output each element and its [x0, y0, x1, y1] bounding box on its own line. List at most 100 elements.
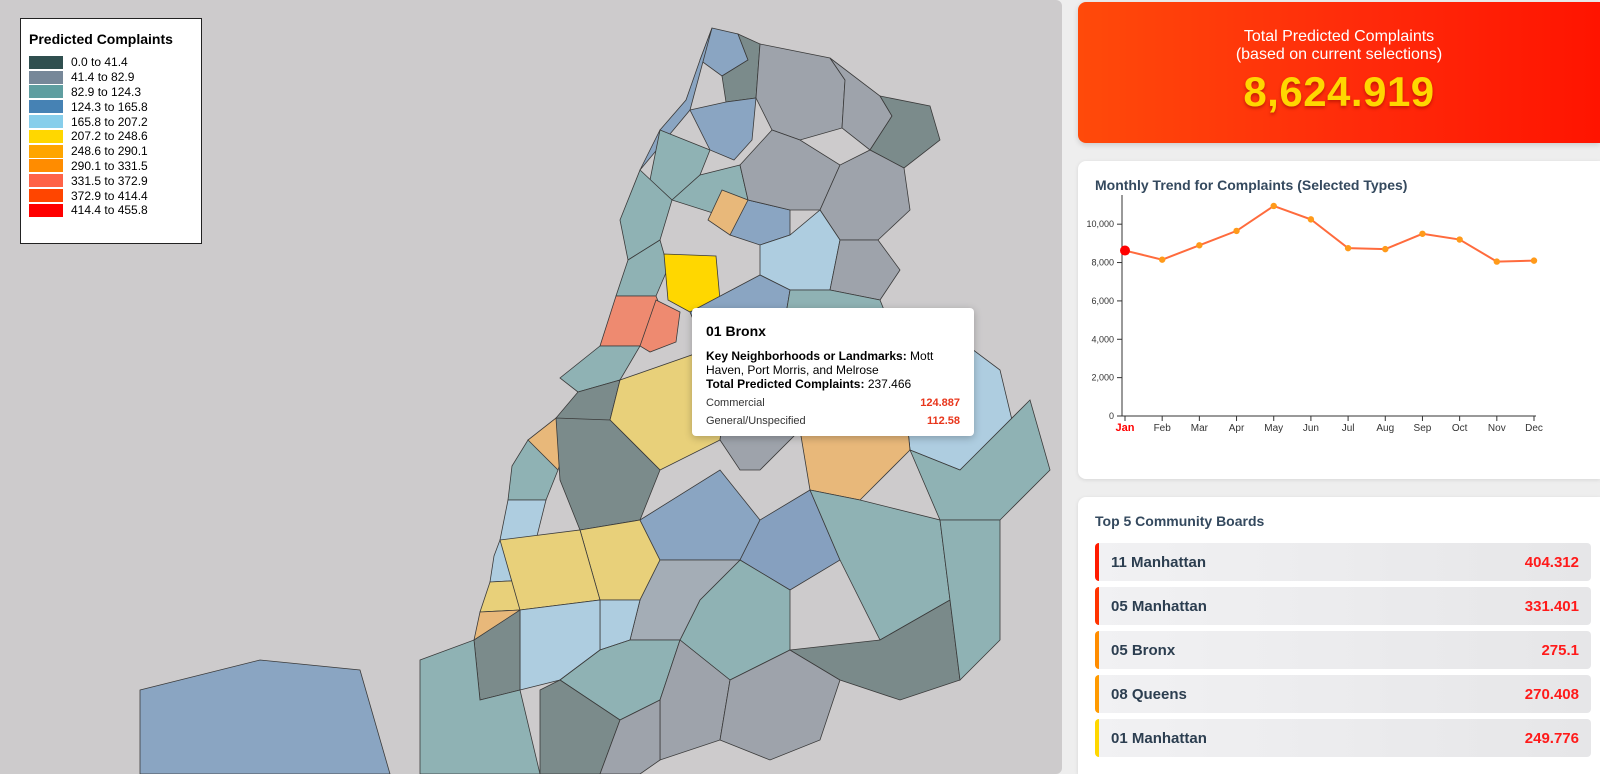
total-card-title: Total Predicted Complaints	[1243, 28, 1435, 45]
legend-row: 207.2 to 248.6	[29, 129, 193, 144]
top5-card-title: Top 5 Community Boards	[1095, 513, 1265, 529]
community-board-region[interactable]	[615, 239, 669, 297]
y-tick-label: 6,000	[1091, 296, 1114, 306]
tooltip-total-label: Total Predicted Complaints:	[706, 377, 865, 391]
legend-label: 414.4 to 455.8	[71, 203, 148, 218]
map-panel[interactable]: Predicted Complaints 0.0 to 41.4 41.4 to …	[0, 0, 1062, 774]
top5-row-name: 11 Manhattan	[1111, 553, 1207, 571]
top5-row-value: 404.312	[1524, 553, 1579, 571]
legend-label: 124.3 to 165.8	[71, 99, 148, 114]
top5-row[interactable]: 05 Bronx 275.1	[1095, 631, 1591, 669]
x-tick-label: Jul	[1342, 423, 1355, 434]
data-point[interactable]	[1419, 230, 1426, 237]
top5-row-name: 08 Queens	[1111, 685, 1187, 703]
legend-label: 41.4 to 82.9	[71, 70, 135, 85]
y-tick-label: 8,000	[1091, 258, 1114, 268]
community-board-region[interactable]	[829, 239, 901, 301]
legend-swatch	[29, 174, 63, 188]
legend-row: 414.4 to 455.8	[29, 203, 193, 218]
x-tick-label: Sep	[1414, 423, 1432, 434]
community-board-region[interactable]	[939, 519, 1001, 681]
data-point[interactable]	[1158, 256, 1166, 263]
community-board-region[interactable]	[599, 699, 661, 774]
legend-label: 331.5 to 372.9	[71, 173, 148, 188]
data-point[interactable]	[1382, 245, 1389, 253]
data-point[interactable]	[1493, 258, 1501, 265]
tooltip-neighborhoods-value: Mott Haven, Port Morris, and Melrose	[706, 349, 934, 377]
data-point[interactable]	[1270, 202, 1277, 210]
data-point[interactable]	[1120, 245, 1130, 256]
legend-title: Predicted Complaints	[29, 31, 173, 47]
community-board-region[interactable]	[659, 639, 731, 761]
x-tick-label: Apr	[1229, 423, 1245, 434]
tooltip-row-commercial: Commercial 124.887	[706, 397, 960, 409]
x-tick-label: Nov	[1488, 423, 1506, 434]
top5-card: Top 5 Community Boards 11 Manhattan 404.3…	[1078, 497, 1600, 774]
choropleth-map[interactable]	[0, 0, 1062, 774]
x-tick-label: Mar	[1191, 423, 1209, 434]
tooltip-row-value: 124.887	[920, 397, 960, 409]
y-tick-label: 4,000	[1091, 334, 1114, 344]
data-point[interactable]	[1307, 216, 1315, 223]
data-point[interactable]	[1344, 244, 1352, 252]
tooltip-neighborhoods: Key Neighborhoods or Landmarks: Mott Hav…	[706, 349, 960, 377]
legend-label: 0.0 to 41.4	[71, 55, 128, 70]
legend-swatch	[29, 70, 63, 84]
total-card-value: 8,624.919	[1243, 68, 1435, 115]
tooltip-neighborhoods-label: Key Neighborhoods or Landmarks:	[706, 349, 907, 363]
y-tick-label: 2,000	[1091, 373, 1114, 383]
legend-label: 372.9 to 414.4	[71, 188, 148, 203]
monthly-trend-card: 0 2,000 4,000 6,000 8,000 10,000 Jan Feb Mar Apr M…	[1078, 161, 1600, 479]
community-board-region[interactable]	[755, 43, 846, 141]
data-point[interactable]	[1233, 227, 1240, 235]
data-point[interactable]	[1456, 236, 1463, 243]
legend-row: 124.3 to 165.8	[29, 99, 193, 114]
x-tick-label: Aug	[1376, 423, 1394, 434]
legend-swatch	[29, 55, 63, 69]
legend-label: 248.6 to 290.1	[71, 144, 148, 159]
x-tick-label: Oct	[1452, 423, 1468, 434]
top5-row-name: 05 Manhattan	[1111, 597, 1207, 615]
top5-row-value: 270.408	[1524, 685, 1579, 703]
legend-swatch	[29, 144, 63, 158]
region-tooltip: 01 Bronx Key Neighborhoods or Landmarks:…	[692, 308, 974, 436]
legend-row: 248.6 to 290.1	[29, 144, 193, 159]
data-point[interactable]	[1196, 242, 1203, 249]
legend-row: 372.9 to 414.4	[29, 188, 193, 203]
monthly-trend-chart[interactable]: 0 2,000 4,000 6,000 8,000 10,000 Jan Feb Mar Apr M…	[1078, 161, 1600, 479]
top5-row-value: 331.401	[1524, 597, 1579, 615]
tooltip-total-value: 237.466	[867, 377, 912, 391]
legend-swatch	[29, 203, 63, 217]
tooltip-row-general: General/Unspecified 112.58	[706, 415, 960, 427]
legend-row: 165.8 to 207.2	[29, 114, 193, 129]
top5-row-value: 249.776	[1524, 729, 1579, 747]
data-point[interactable]	[1530, 257, 1538, 264]
legend-swatch	[29, 159, 63, 173]
community-board-region[interactable]	[639, 469, 761, 561]
legend-swatch	[29, 129, 63, 143]
top5-row[interactable]: 08 Queens 270.408	[1095, 675, 1591, 713]
total-card-subtitle: (based on current selections)	[1235, 46, 1443, 63]
legend-row: 290.1 to 331.5	[29, 159, 193, 174]
legend-label: 207.2 to 248.6	[71, 129, 148, 144]
community-board-region[interactable]	[707, 189, 749, 236]
tooltip-row-name: General/Unspecified	[706, 415, 806, 427]
x-tick-label: Feb	[1154, 423, 1172, 434]
legend-swatch	[29, 115, 63, 129]
community-board-region[interactable]	[499, 499, 547, 541]
y-tick-label: 10,000	[1086, 219, 1114, 229]
legend-row: 82.9 to 124.3	[29, 85, 193, 100]
x-tick-label: Jan	[1116, 422, 1135, 434]
top5-row[interactable]: 01 Manhattan 249.776	[1095, 719, 1591, 757]
community-board-region[interactable]	[419, 639, 541, 774]
legend-swatch	[29, 85, 63, 99]
tooltip-title: 01 Bronx	[706, 323, 766, 339]
community-board-region[interactable]	[139, 659, 391, 774]
top5-row[interactable]: 05 Manhattan 331.401	[1095, 587, 1591, 625]
top5-row[interactable]: 11 Manhattan 404.312	[1095, 543, 1591, 581]
legend-swatch	[29, 100, 63, 114]
x-tick-label: May	[1264, 423, 1283, 434]
community-board-region[interactable]	[639, 299, 681, 353]
top5-row-name: 05 Bronx	[1111, 641, 1176, 659]
legend-label: 82.9 to 124.3	[71, 84, 142, 99]
